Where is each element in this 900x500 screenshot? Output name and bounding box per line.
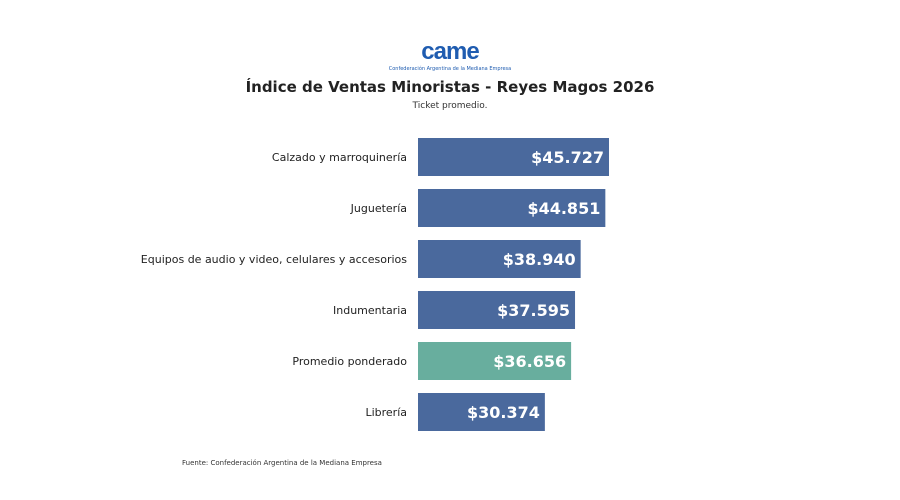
data-label: $44.851 xyxy=(527,199,600,218)
bar xyxy=(418,393,545,431)
category-label: Promedio ponderado xyxy=(292,355,407,368)
category-label: Equipos de audio y video, celulares y ac… xyxy=(141,253,407,266)
category-label: Juguetería xyxy=(350,202,407,215)
category-label: Librería xyxy=(365,406,407,419)
logo-subtitle: Confederación Argentina de la Mediana Em… xyxy=(388,66,512,72)
bar xyxy=(418,138,609,176)
bar xyxy=(418,240,581,278)
data-label: $30.374 xyxy=(467,403,540,422)
bar xyxy=(418,291,576,329)
data-label: $45.727 xyxy=(531,148,604,167)
source-note: Fuente: Confederación Argentina de la Me… xyxy=(182,459,382,467)
bar xyxy=(418,342,572,380)
data-label: $37.595 xyxy=(497,301,570,320)
logo-mark: came xyxy=(421,40,479,64)
chart-subtitle: Ticket promedio. xyxy=(412,101,488,111)
category-label: Calzado y marroquinería xyxy=(272,151,407,164)
data-label: $36.656 xyxy=(493,352,566,371)
bar xyxy=(418,189,606,227)
data-label: $38.940 xyxy=(503,250,576,269)
chart-title: Índice de Ventas Minoristas - Reyes Mago… xyxy=(245,78,655,96)
category-label: Indumentaria xyxy=(333,304,407,317)
